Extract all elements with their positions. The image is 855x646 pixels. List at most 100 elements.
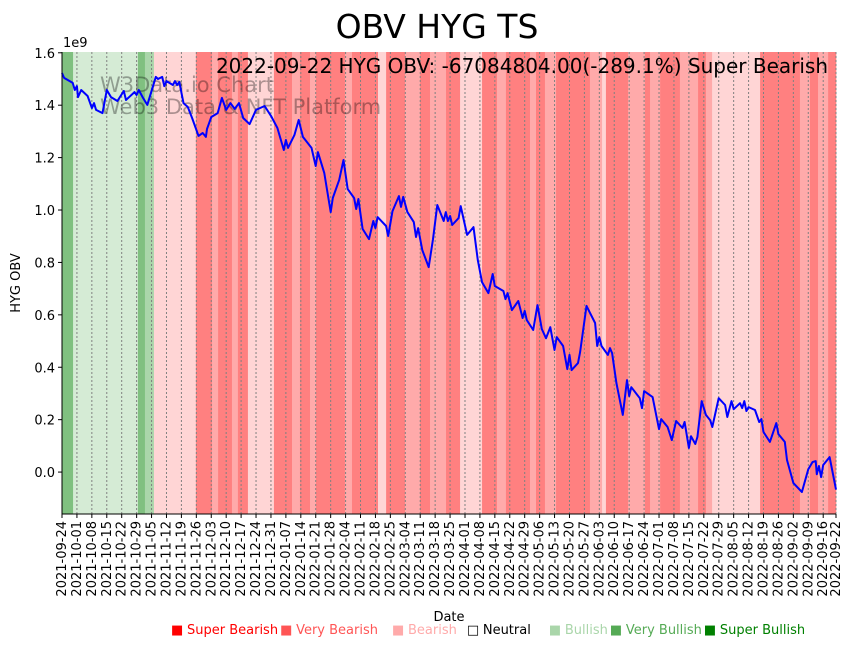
y-tick-label: 0.6: [34, 309, 55, 324]
x-tick-label: 2022-09-16: [816, 521, 831, 597]
x-tick-label: 2022-02-18: [368, 521, 383, 597]
hollow-square-icon: □: [467, 623, 479, 638]
y-tick-label: 0.0: [34, 466, 55, 481]
x-tick-label: 2021-11-12: [159, 521, 174, 597]
x-tick-label: 2021-12-31: [264, 521, 279, 597]
signal-band: [556, 52, 591, 514]
square-icon: ■: [549, 623, 561, 638]
x-tick-label: 2022-06-10: [607, 521, 622, 597]
signal-band: [377, 52, 387, 514]
signal-bands: [62, 52, 837, 514]
signal-band: [589, 52, 603, 514]
x-tick-label: 2021-10-01: [70, 521, 85, 597]
x-tick-label: 2022-09-02: [786, 521, 801, 597]
watermark-line-1: W3Data.io Chart: [100, 73, 274, 97]
signal-band: [602, 52, 607, 514]
chart-title: OBV HYG TS: [336, 7, 539, 46]
x-tick-label: 2022-05-13: [548, 521, 563, 597]
signal-band: [698, 52, 707, 514]
signal-band: [309, 52, 317, 514]
signal-band: [195, 52, 213, 514]
legend-item-bearish: ■ Bearish: [392, 623, 457, 638]
legend-label: Neutral: [483, 623, 531, 638]
x-tick-label: 2022-04-22: [503, 521, 518, 597]
square-icon: ■: [392, 623, 404, 638]
signal-band: [405, 52, 421, 514]
x-tick-label: 2021-11-26: [189, 521, 204, 597]
square-icon: ■: [610, 623, 622, 638]
x-axis-label: Date: [433, 610, 464, 625]
square-icon: ■: [171, 623, 183, 638]
signal-band: [430, 52, 447, 514]
legend-label: Very Bearish: [296, 623, 378, 638]
signal-band: [650, 52, 661, 514]
legend-item-super-bullish: ■ Super Bullish: [704, 623, 805, 638]
x-tick-label: 2022-06-17: [622, 521, 637, 597]
y-tick-label: 0.2: [34, 414, 55, 429]
x-tick-label: 2022-01-14: [294, 521, 309, 597]
x-tick-label: 2022-06-03: [592, 521, 607, 597]
x-tick-label: 2021-12-10: [219, 521, 234, 597]
x-tick-label: 2021-11-19: [174, 521, 189, 597]
signal-band: [386, 52, 406, 514]
x-tick-label: 2022-02-11: [354, 521, 369, 597]
x-tick-label: 2022-06-24: [637, 521, 652, 597]
y-tick-label: 0.8: [34, 256, 55, 271]
signal-band: [218, 52, 233, 514]
x-tick-label: 2022-03-11: [413, 521, 428, 597]
legend-label: Very Bullish: [626, 623, 702, 638]
signal-band: [144, 52, 155, 514]
x-tick-label: 2022-08-19: [757, 521, 772, 597]
signal-band: [237, 52, 249, 514]
signal-band: [460, 52, 483, 514]
signal-band: [292, 52, 301, 514]
legend-item-bullish: ■ Bullish: [549, 623, 608, 638]
y-tick-label: 1.4: [34, 99, 55, 114]
legend-item-very-bullish: ■ Very Bullish: [610, 623, 702, 638]
y-axis-label: HYG OBV: [9, 253, 24, 313]
legend-label: Super Bearish: [187, 623, 278, 638]
legend-label: Super Bullish: [720, 623, 805, 638]
latest-value-annotation: 2022-09-22 HYG OBV: -67084804.00(-289.1%…: [216, 54, 828, 78]
legend: ■ Super Bearish ■ Very Bearish ■ Bearish □ Neut…: [171, 623, 805, 638]
x-tick-label: 2021-10-29: [130, 521, 145, 597]
x-tick-label: 2022-07-08: [667, 521, 682, 597]
x-tick-label: 2022-01-21: [309, 521, 324, 597]
obv-series-line: [61, 72, 837, 493]
x-tick-label: 2021-10-08: [85, 521, 100, 597]
y-ticks: 0.0 0.2 0.4 0.6 0.8 1.0 1.2 1.4 1.6: [34, 47, 62, 481]
x-tick-label: 2022-05-20: [562, 521, 577, 597]
x-tick-label: 2022-05-06: [533, 521, 548, 597]
y-tick-label: 1.2: [34, 152, 55, 167]
signal-band: [818, 52, 829, 514]
x-tick-label: 2022-05-27: [577, 521, 592, 597]
signal-band: [760, 52, 801, 514]
legend-label: Bullish: [565, 623, 608, 638]
x-tick-label: 2021-09-24: [55, 521, 70, 597]
signal-band: [446, 52, 461, 514]
x-tick-label: 2021-11-05: [145, 521, 160, 597]
signal-band: [62, 52, 74, 514]
signal-band: [137, 52, 146, 514]
signal-band: [605, 52, 629, 514]
x-tick-label: 2022-03-04: [398, 521, 413, 597]
legend-label: Bearish: [408, 623, 457, 638]
signal-band: [351, 52, 379, 514]
signal-band: [73, 52, 139, 514]
signal-band: [247, 52, 275, 514]
y-tick-label: 0.4: [34, 361, 55, 376]
x-tick-label: 2022-08-05: [727, 521, 742, 597]
square-icon: ■: [704, 623, 716, 638]
x-tick-label: 2022-04-15: [488, 521, 503, 597]
x-tick-label: 2022-01-28: [324, 521, 339, 597]
x-tick-label: 2022-01-07: [279, 521, 294, 597]
x-tick-label: 2022-08-26: [771, 521, 786, 597]
x-tick-label: 2022-07-22: [697, 521, 712, 597]
signal-band: [530, 52, 537, 514]
x-tick-label: 2021-12-24: [249, 521, 264, 597]
x-tick-label: 2022-02-25: [383, 521, 398, 597]
signal-band: [273, 52, 293, 514]
x-tick-label: 2022-03-18: [428, 521, 443, 597]
signal-band: [231, 52, 239, 514]
